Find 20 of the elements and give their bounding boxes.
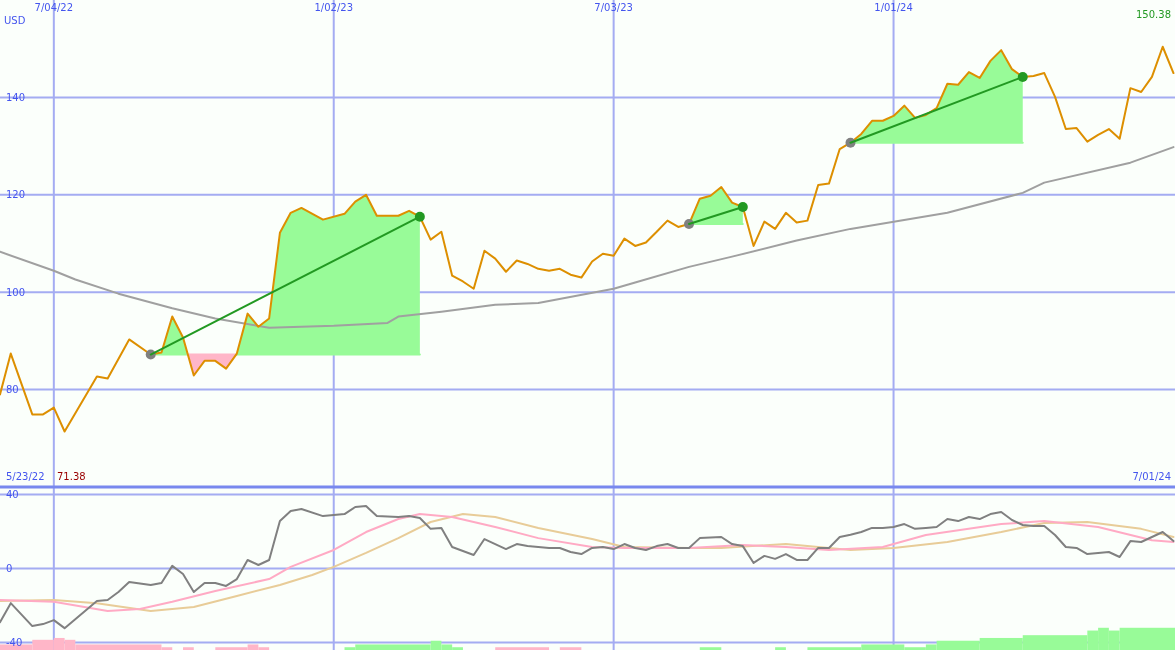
x-tick-label: 1/02/23 <box>314 2 354 13</box>
y-axis-title: USD <box>4 15 26 26</box>
annotation: 150.38 <box>1136 9 1171 20</box>
line-series <box>0 146 1175 329</box>
x-tick-label: 7/03/23 <box>594 2 633 13</box>
y-tick-label: 100 <box>6 286 26 298</box>
y-tick-label: 80 <box>6 384 19 396</box>
y-tick-label: 120 <box>6 189 26 201</box>
annotation: 5/23/22 <box>6 471 45 482</box>
y-tick-label: 140 <box>6 91 26 103</box>
line-series <box>0 513 1175 613</box>
y-tick-label: 0 <box>6 563 13 574</box>
line-series <box>0 45 1175 433</box>
x-tick-label: 7/04/22 <box>34 2 74 13</box>
annotation: 7/01/24 <box>1132 471 1171 482</box>
y-tick-label: -40 <box>6 637 23 649</box>
line-series <box>0 505 1175 630</box>
y-tick-label: 40 <box>6 488 19 500</box>
x-tick-label: 1/01/24 <box>874 2 913 13</box>
annotation: 71.38 <box>57 471 86 482</box>
